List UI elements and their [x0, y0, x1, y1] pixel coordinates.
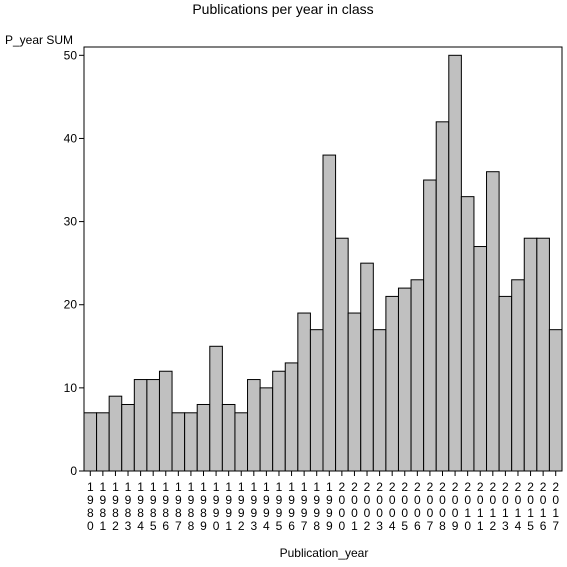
bar-2011 — [473, 246, 488, 472]
y-tick-label: 10 — [64, 381, 78, 395]
x-axis: 1 9 8 0 1 9 8 1 1 9 8 2 1 9 8 3 1 9 8 4 1 9 8 5 1 9 8 6 1 9 8 7 1 9 8 8 1 9 8 9… — [87, 471, 559, 533]
bar-2010 — [460, 196, 475, 472]
bar-1987 — [171, 412, 186, 472]
bar-1990 — [209, 345, 223, 472]
bar-2005 — [397, 287, 412, 472]
bar-1996 — [284, 362, 299, 472]
x-axis-label: Publication_year — [280, 546, 369, 560]
bar-2013 — [498, 295, 513, 472]
y-tick-label: 30 — [64, 215, 78, 229]
bar-2009 — [448, 54, 462, 472]
bar-2008 — [435, 121, 450, 472]
y-axis-label: P_year SUM — [5, 33, 73, 47]
y-tick-label: 20 — [64, 298, 78, 312]
bars-group — [83, 54, 563, 472]
bar-1991 — [221, 403, 236, 472]
bar-1994 — [259, 387, 274, 472]
bar-1993 — [247, 379, 261, 472]
bar-2016 — [536, 237, 550, 472]
bar-1998 — [309, 329, 324, 472]
bar-1988 — [184, 412, 198, 472]
y-tick-label: 40 — [64, 131, 78, 145]
bar-1995 — [272, 370, 286, 472]
bar-1984 — [133, 379, 148, 472]
bar-1986 — [158, 370, 173, 472]
y-axis: 0 10 20 30 40 50 — [64, 48, 84, 478]
bar-2012 — [486, 171, 500, 472]
bar-2004 — [385, 295, 399, 472]
bar-1985 — [146, 379, 160, 472]
bar-2001 — [347, 312, 362, 472]
plot-frame — [83, 46, 563, 472]
bar-1992 — [234, 412, 249, 472]
bar-1981 — [96, 412, 110, 472]
bar-2017 — [548, 329, 563, 472]
bar-2014 — [511, 279, 525, 472]
bar-2007 — [423, 179, 437, 472]
bar-1997 — [297, 312, 311, 472]
bar-2006 — [410, 279, 425, 472]
y-tick-label: 50 — [64, 48, 78, 62]
chart-title: Publications per year in class — [192, 1, 373, 17]
bar-2015 — [523, 237, 538, 472]
bar-1999 — [322, 154, 337, 472]
bar-1982 — [108, 395, 123, 472]
y-tick-label: 0 — [70, 464, 77, 478]
bar-2002 — [360, 262, 374, 472]
bar-2000 — [335, 237, 349, 472]
bar-1980 — [83, 412, 98, 472]
bar-2003 — [372, 329, 387, 472]
bar-1983 — [121, 403, 135, 472]
bar-1989 — [196, 403, 211, 472]
